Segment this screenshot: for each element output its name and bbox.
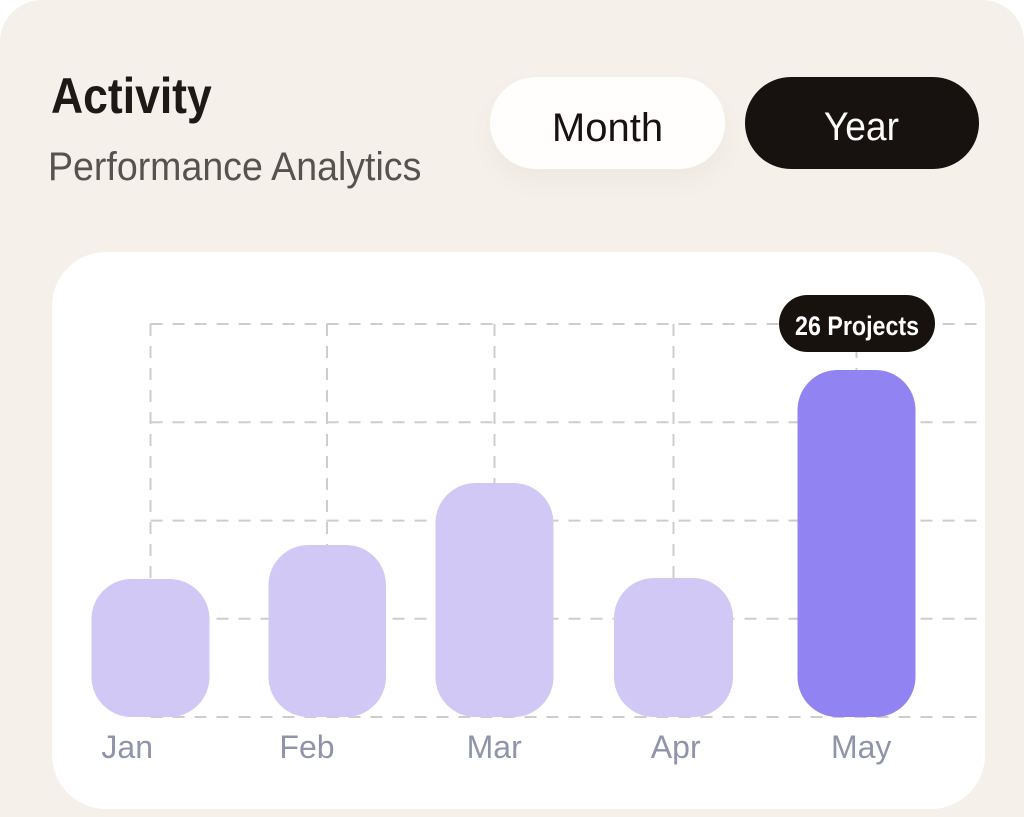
svg-text:Mar: Mar — [467, 729, 522, 765]
svg-text:Feb: Feb — [279, 729, 334, 765]
svg-text:Apr: Apr — [651, 729, 701, 765]
svg-text:Jan: Jan — [101, 729, 153, 765]
svg-text:May: May — [831, 729, 891, 765]
